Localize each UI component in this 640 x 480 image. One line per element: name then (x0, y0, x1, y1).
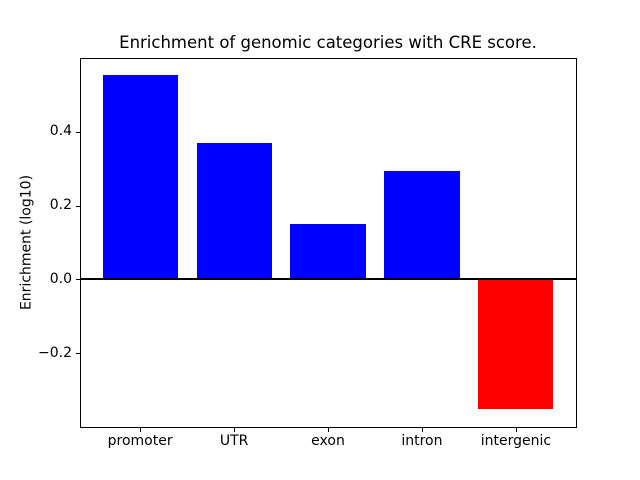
x-tick-label-intron: intron (401, 433, 443, 449)
bar-promoter (102, 74, 178, 280)
x-tick-label-UTR: UTR (219, 433, 249, 449)
x-tick (515, 428, 517, 432)
x-tick (234, 428, 236, 432)
y-axis-label: Enrichment (log10) (18, 174, 35, 311)
x-tick-label-exon: exon (311, 433, 345, 449)
bar-intergenic (478, 279, 554, 410)
y-tick-label: 0.0 (49, 270, 72, 287)
x-tick-label-intergenic: intergenic (480, 433, 552, 449)
y-tick (76, 205, 80, 207)
y-tick (76, 353, 80, 355)
y-tick-label: −0.2 (38, 344, 72, 361)
y-tick-label: 0.2 (49, 197, 72, 214)
chart-title: Enrichment of genomic categories with CR… (119, 33, 537, 52)
bar-intron (384, 171, 460, 280)
x-tick-label-promoter: promoter (107, 433, 173, 449)
y-tick (76, 279, 80, 281)
bar-exon (290, 224, 366, 280)
x-tick (421, 428, 423, 432)
bar-UTR (196, 142, 272, 280)
y-tick-label: 0.4 (49, 123, 72, 140)
y-tick (76, 131, 80, 133)
x-tick (328, 428, 329, 432)
zero-line (81, 278, 576, 281)
x-tick (140, 428, 142, 432)
